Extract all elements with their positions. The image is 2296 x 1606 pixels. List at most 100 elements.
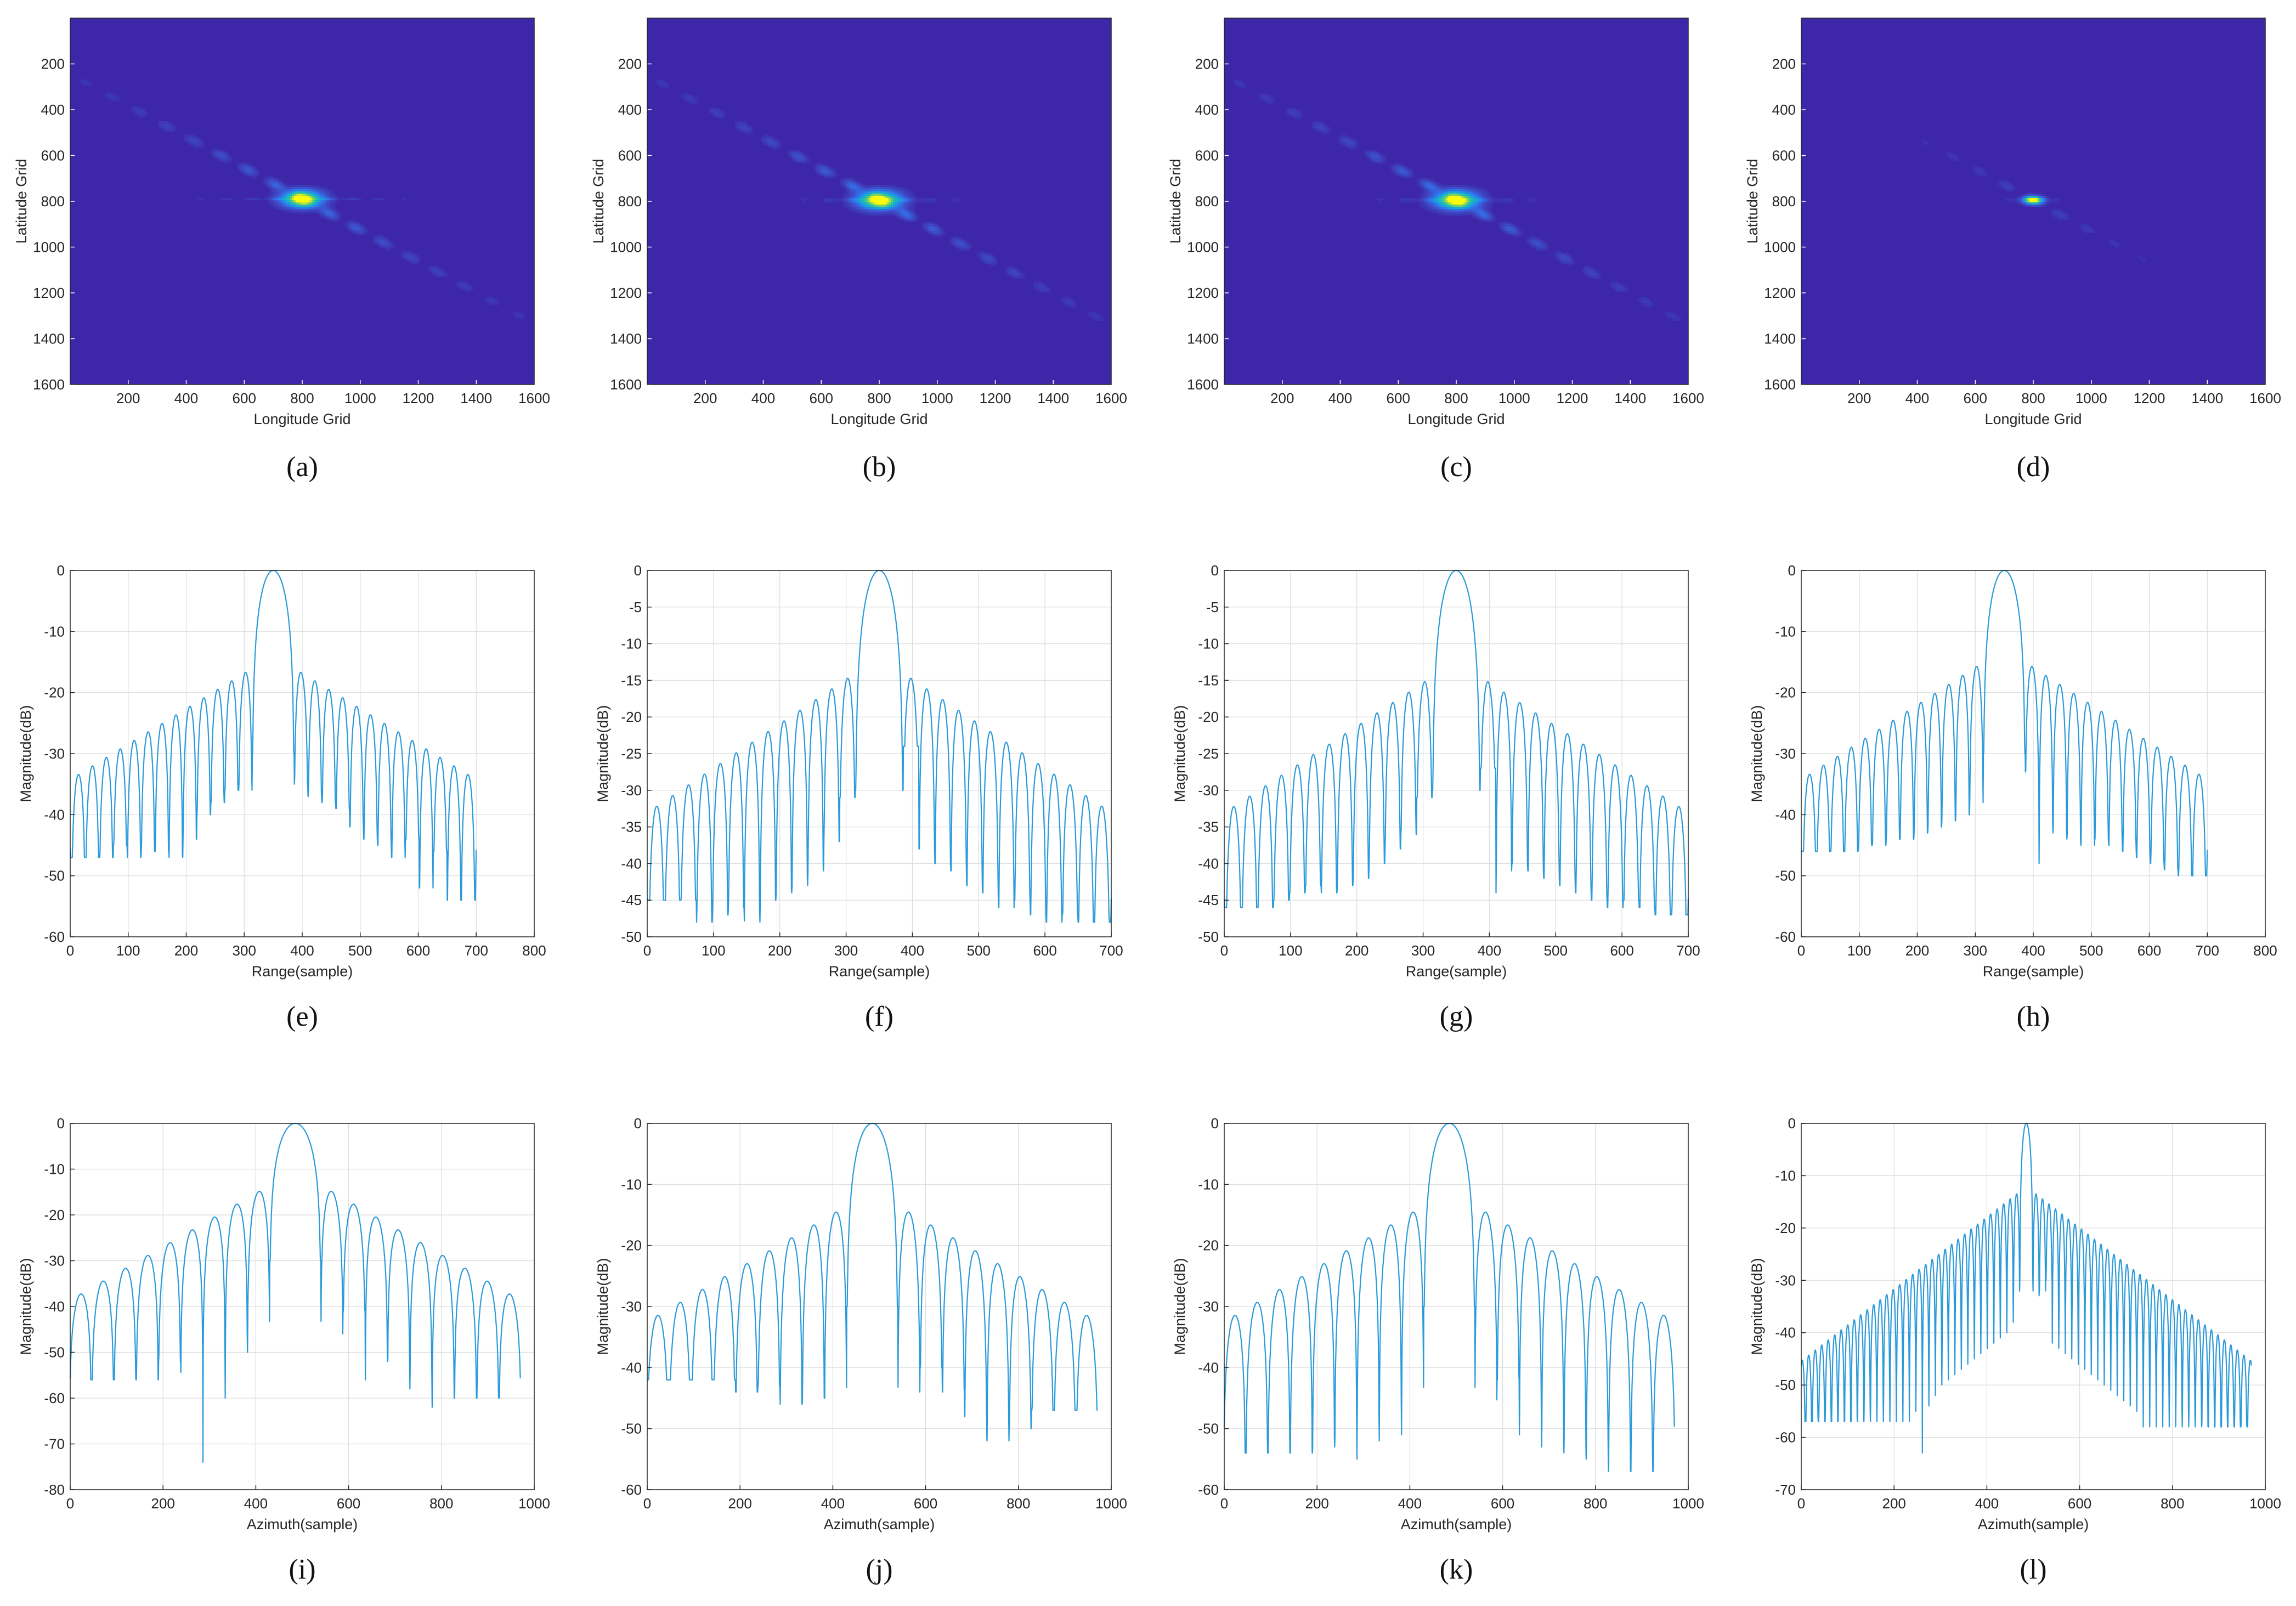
y-tick-label: -80	[44, 1481, 65, 1498]
y-tick-label: -20	[1198, 1237, 1219, 1254]
y-tick-label: -5	[629, 599, 642, 615]
x-tick-label: 0	[643, 942, 651, 959]
y-tick-label: 0	[1211, 1115, 1219, 1132]
x-tick-label: 100	[116, 942, 140, 959]
x-tick-label: 700	[1676, 942, 1700, 959]
y-tick-label: -40	[44, 806, 65, 823]
y-axis-label: Magnitude(dB)	[18, 1258, 34, 1355]
x-tick-label: 700	[465, 942, 488, 959]
y-tick-label: 1400	[1187, 331, 1219, 347]
x-axis-label: Longitude Grid	[1407, 411, 1505, 427]
y-tick-label: -10	[1198, 636, 1219, 652]
y-tick-label: 1000	[1187, 239, 1219, 256]
x-tick-label: 400	[1398, 1495, 1422, 1512]
x-tick-label: 1200	[1557, 390, 1588, 406]
x-tick-label: 500	[2079, 942, 2103, 959]
y-tick-label: 600	[1772, 148, 1796, 164]
y-tick-label: -5	[1206, 599, 1219, 615]
x-tick-label: 400	[2021, 942, 2045, 959]
y-axis-label: Magnitude(dB)	[1172, 1258, 1188, 1355]
x-tick-label: 400	[821, 1495, 845, 1512]
y-tick-label: 1000	[33, 239, 65, 256]
x-tick-label: 600	[406, 942, 430, 959]
y-tick-label: -50	[621, 1421, 642, 1437]
y-tick-label: -20	[44, 1207, 65, 1223]
y-tick-label: -60	[621, 1481, 642, 1498]
heatmap-cells	[1922, 139, 2146, 262]
x-tick-label: 200	[1305, 1495, 1329, 1512]
y-tick-label: 0	[634, 562, 642, 579]
x-tick-label: 1000	[518, 1495, 550, 1512]
x-tick-label: 200	[174, 942, 198, 959]
y-tick-label: -10	[621, 636, 642, 652]
x-tick-label: 200	[1882, 1495, 1906, 1512]
y-tick-label: -60	[44, 1390, 65, 1406]
y-axis-label: Latitude Grid	[13, 159, 30, 244]
line-panel: 0 100 200 300 400 500 600 700 0 -5 -10 -15 -20 -25 -30…	[595, 562, 1123, 980]
y-tick-label: 200	[41, 56, 65, 72]
plot-frame	[1224, 18, 1689, 385]
y-tick-label: 800	[1195, 193, 1219, 210]
x-tick-label: 0	[1797, 1495, 1805, 1512]
x-tick-label: 1000	[921, 390, 953, 406]
y-tick-label: -25	[1198, 745, 1219, 762]
x-tick-label: 500	[348, 942, 372, 959]
panel-caption: (k)	[1440, 1554, 1473, 1585]
x-tick-label: 800	[867, 390, 891, 406]
y-tick-label: 0	[1788, 562, 1796, 579]
y-tick-label: -40	[1775, 806, 1796, 823]
panel-caption: (e)	[286, 1001, 318, 1032]
x-tick-label: 1400	[1614, 390, 1646, 406]
y-tick-label: 800	[1772, 193, 1796, 210]
y-tick-label: -20	[621, 1237, 642, 1254]
y-axis-label: Magnitude(dB)	[595, 1258, 611, 1355]
y-tick-label: -10	[44, 1161, 65, 1178]
panel-caption: (i)	[289, 1554, 315, 1585]
x-axis-label: Range(sample)	[252, 963, 353, 980]
x-axis-label: Azimuth(sample)	[1978, 1516, 2089, 1533]
plot-frame	[1801, 1123, 2266, 1490]
panel-caption: (j)	[866, 1554, 892, 1585]
y-tick-label: 400	[41, 101, 65, 118]
x-axis-label: Azimuth(sample)	[1401, 1516, 1512, 1533]
y-tick-label: -50	[621, 929, 642, 945]
x-tick-label: 200	[728, 1495, 752, 1512]
x-tick-label: 400	[1478, 942, 1501, 959]
x-tick-label: 600	[2137, 942, 2161, 959]
y-tick-label: 0	[57, 562, 65, 579]
y-tick-label: 1200	[1764, 285, 1796, 301]
y-tick-label: 1000	[1764, 239, 1796, 256]
heatmap-panel: 200 400 600 800 1000 1200 1400 1600 200 400 600 800…	[1744, 18, 2281, 427]
y-tick-label: -25	[621, 745, 642, 762]
y-axis-label: Magnitude(dB)	[1172, 705, 1188, 802]
y-tick-label: 600	[1195, 148, 1219, 164]
plot-area	[1801, 1123, 2265, 1490]
x-axis-label: Range(sample)	[1406, 963, 1507, 980]
x-tick-label: 400	[1328, 390, 1352, 406]
y-tick-label: 1400	[610, 331, 642, 347]
x-tick-label: 400	[1975, 1495, 1999, 1512]
x-tick-label: 800	[1444, 390, 1468, 406]
y-tick-label: -40	[44, 1298, 65, 1315]
y-tick-label: 1200	[610, 285, 642, 301]
y-tick-label: -50	[1198, 929, 1219, 945]
y-tick-label: 200	[1772, 56, 1796, 72]
y-tick-label: 400	[618, 101, 642, 118]
y-tick-label: 1400	[1764, 331, 1796, 347]
panel-caption: (f)	[865, 1001, 893, 1032]
plot-frame	[647, 18, 1112, 385]
x-tick-label: 0	[643, 1495, 651, 1512]
y-tick-label: -70	[44, 1436, 65, 1452]
y-tick-label: 1600	[1764, 376, 1796, 393]
y-tick-label: -40	[1198, 855, 1219, 872]
x-tick-label: 200	[151, 1495, 175, 1512]
panel-caption: (d)	[2017, 451, 2050, 483]
x-tick-label: 0	[66, 942, 74, 959]
y-tick-label: -10	[1775, 623, 1796, 640]
y-tick-label: 0	[1211, 562, 1219, 579]
y-tick-label: 1000	[610, 239, 642, 256]
y-tick-label: 400	[1195, 101, 1219, 118]
x-tick-label: 800	[1006, 1495, 1030, 1512]
y-tick-label: -30	[621, 782, 642, 799]
